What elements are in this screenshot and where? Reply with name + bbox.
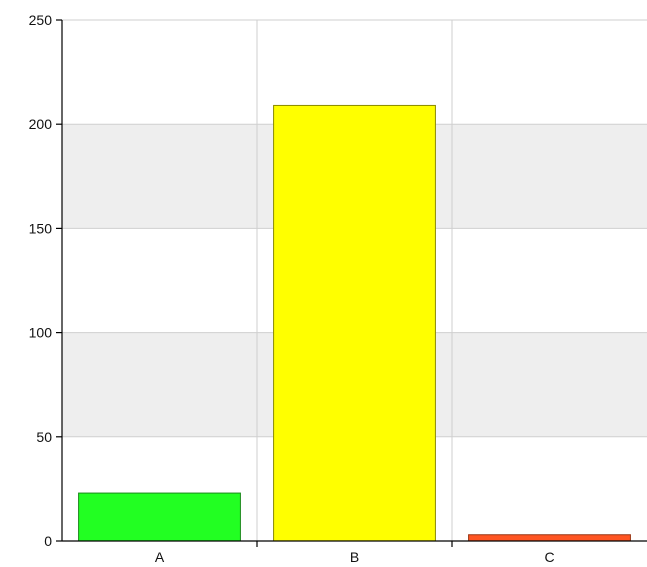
x-tick-label: A <box>155 549 165 565</box>
y-axis-ticks: 0 50 100 150 200 250 <box>29 12 62 549</box>
bars <box>78 104 631 542</box>
bar-B <box>273 104 436 542</box>
y-tick-label: 200 <box>29 116 53 132</box>
y-tick-label: 0 <box>44 533 52 549</box>
y-tick-label: 150 <box>29 220 53 236</box>
y-tick-label: 50 <box>36 429 52 445</box>
x-tick-label: C <box>544 549 554 565</box>
x-axis-ticks: A B C <box>155 541 555 565</box>
x-tick-label: B <box>350 549 359 565</box>
bar-A <box>78 492 241 542</box>
y-tick-label: 100 <box>29 325 53 341</box>
axes <box>61 20 647 542</box>
y-tick-label: 250 <box>29 12 53 28</box>
bar-C <box>468 534 631 542</box>
